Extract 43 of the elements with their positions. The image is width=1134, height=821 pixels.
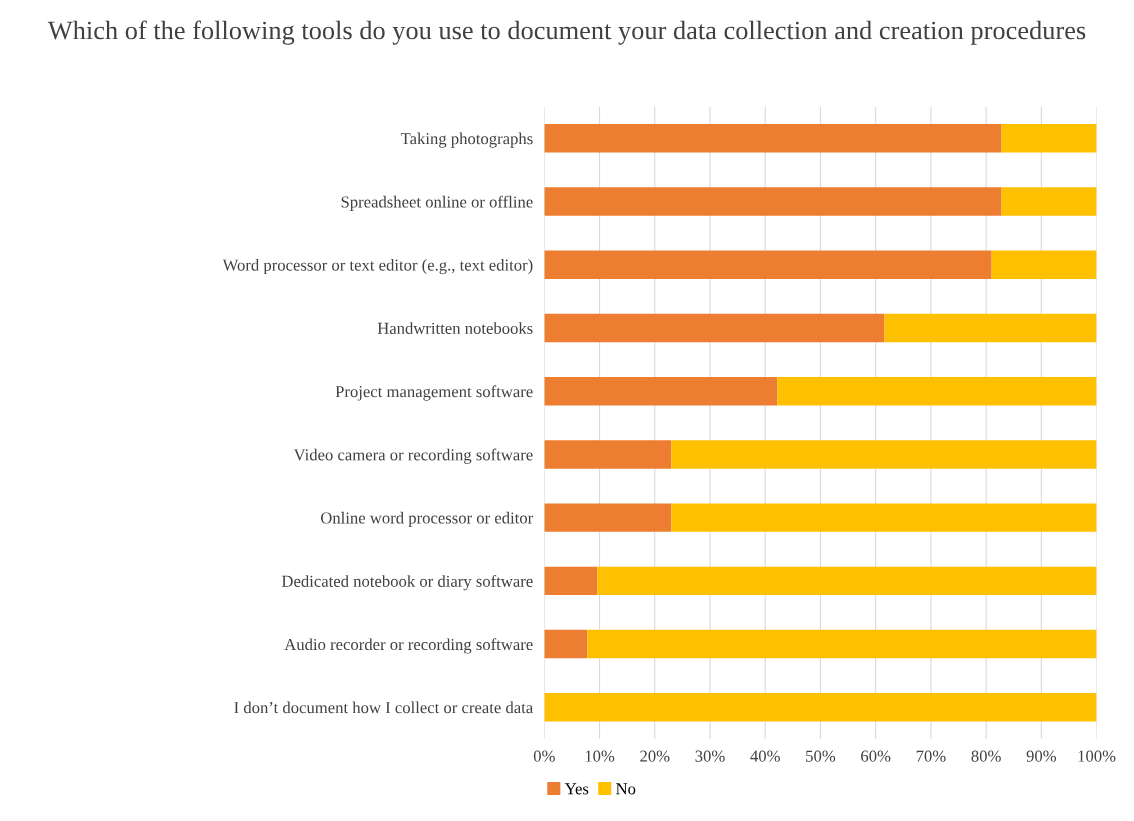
y-tick-label: Spreadsheet online or offline [341, 195, 533, 211]
bar [597, 566, 1097, 596]
y-tick-label: I don’t document how I collect or create data [234, 701, 533, 714]
x-tick-label: 90% [1026, 750, 1057, 762]
chart-title: Which of the following tools do you use to document your data collection and creation procedures [47, 20, 1086, 45]
x-tick-label: 70% [916, 750, 946, 762]
x-tick-label: 80% [971, 750, 1001, 762]
bar [587, 629, 1097, 659]
bar [544, 313, 885, 343]
bar [544, 503, 672, 532]
bar [671, 503, 1097, 532]
y-tick-label: Dedicated notebook or diary software [281, 574, 533, 591]
bar [544, 187, 1002, 216]
x-tick-label: 10% [585, 750, 615, 762]
legend-label: Yes [564, 783, 589, 795]
y-tick-label: Audio recorder or recording software [284, 638, 533, 654]
bar [671, 440, 1097, 469]
x-tick-label: 0% [533, 750, 555, 762]
x-tick-label: 40% [750, 750, 780, 762]
bar [991, 250, 1097, 279]
x-tick-label: 30% [695, 750, 725, 762]
x-tick-label: 50% [806, 750, 836, 762]
bar [544, 250, 992, 279]
bar [544, 566, 598, 596]
legend-label: No [616, 783, 636, 795]
x-tick-label: 60% [861, 750, 891, 762]
x-tick-label: 20% [640, 750, 670, 762]
bar [544, 376, 778, 406]
bar [884, 313, 1097, 343]
bar [544, 440, 672, 469]
y-tick-label: Video camera or recording software [293, 448, 533, 464]
y-tick-label: Word processor or text editor (e.g., text editor) [222, 258, 533, 275]
bar [777, 376, 1097, 406]
y-tick-label: Taking photographs [400, 132, 533, 148]
bar [544, 693, 1097, 722]
bar [544, 124, 1002, 153]
bar [1001, 124, 1097, 153]
bar [544, 629, 588, 659]
y-tick-label: Online word processor or editor [320, 511, 534, 527]
y-tick-label: Project management software [335, 385, 533, 401]
bar [1001, 187, 1097, 216]
y-tick-label: Handwritten notebooks [377, 322, 533, 334]
x-tick-label: 100% [1078, 750, 1116, 762]
